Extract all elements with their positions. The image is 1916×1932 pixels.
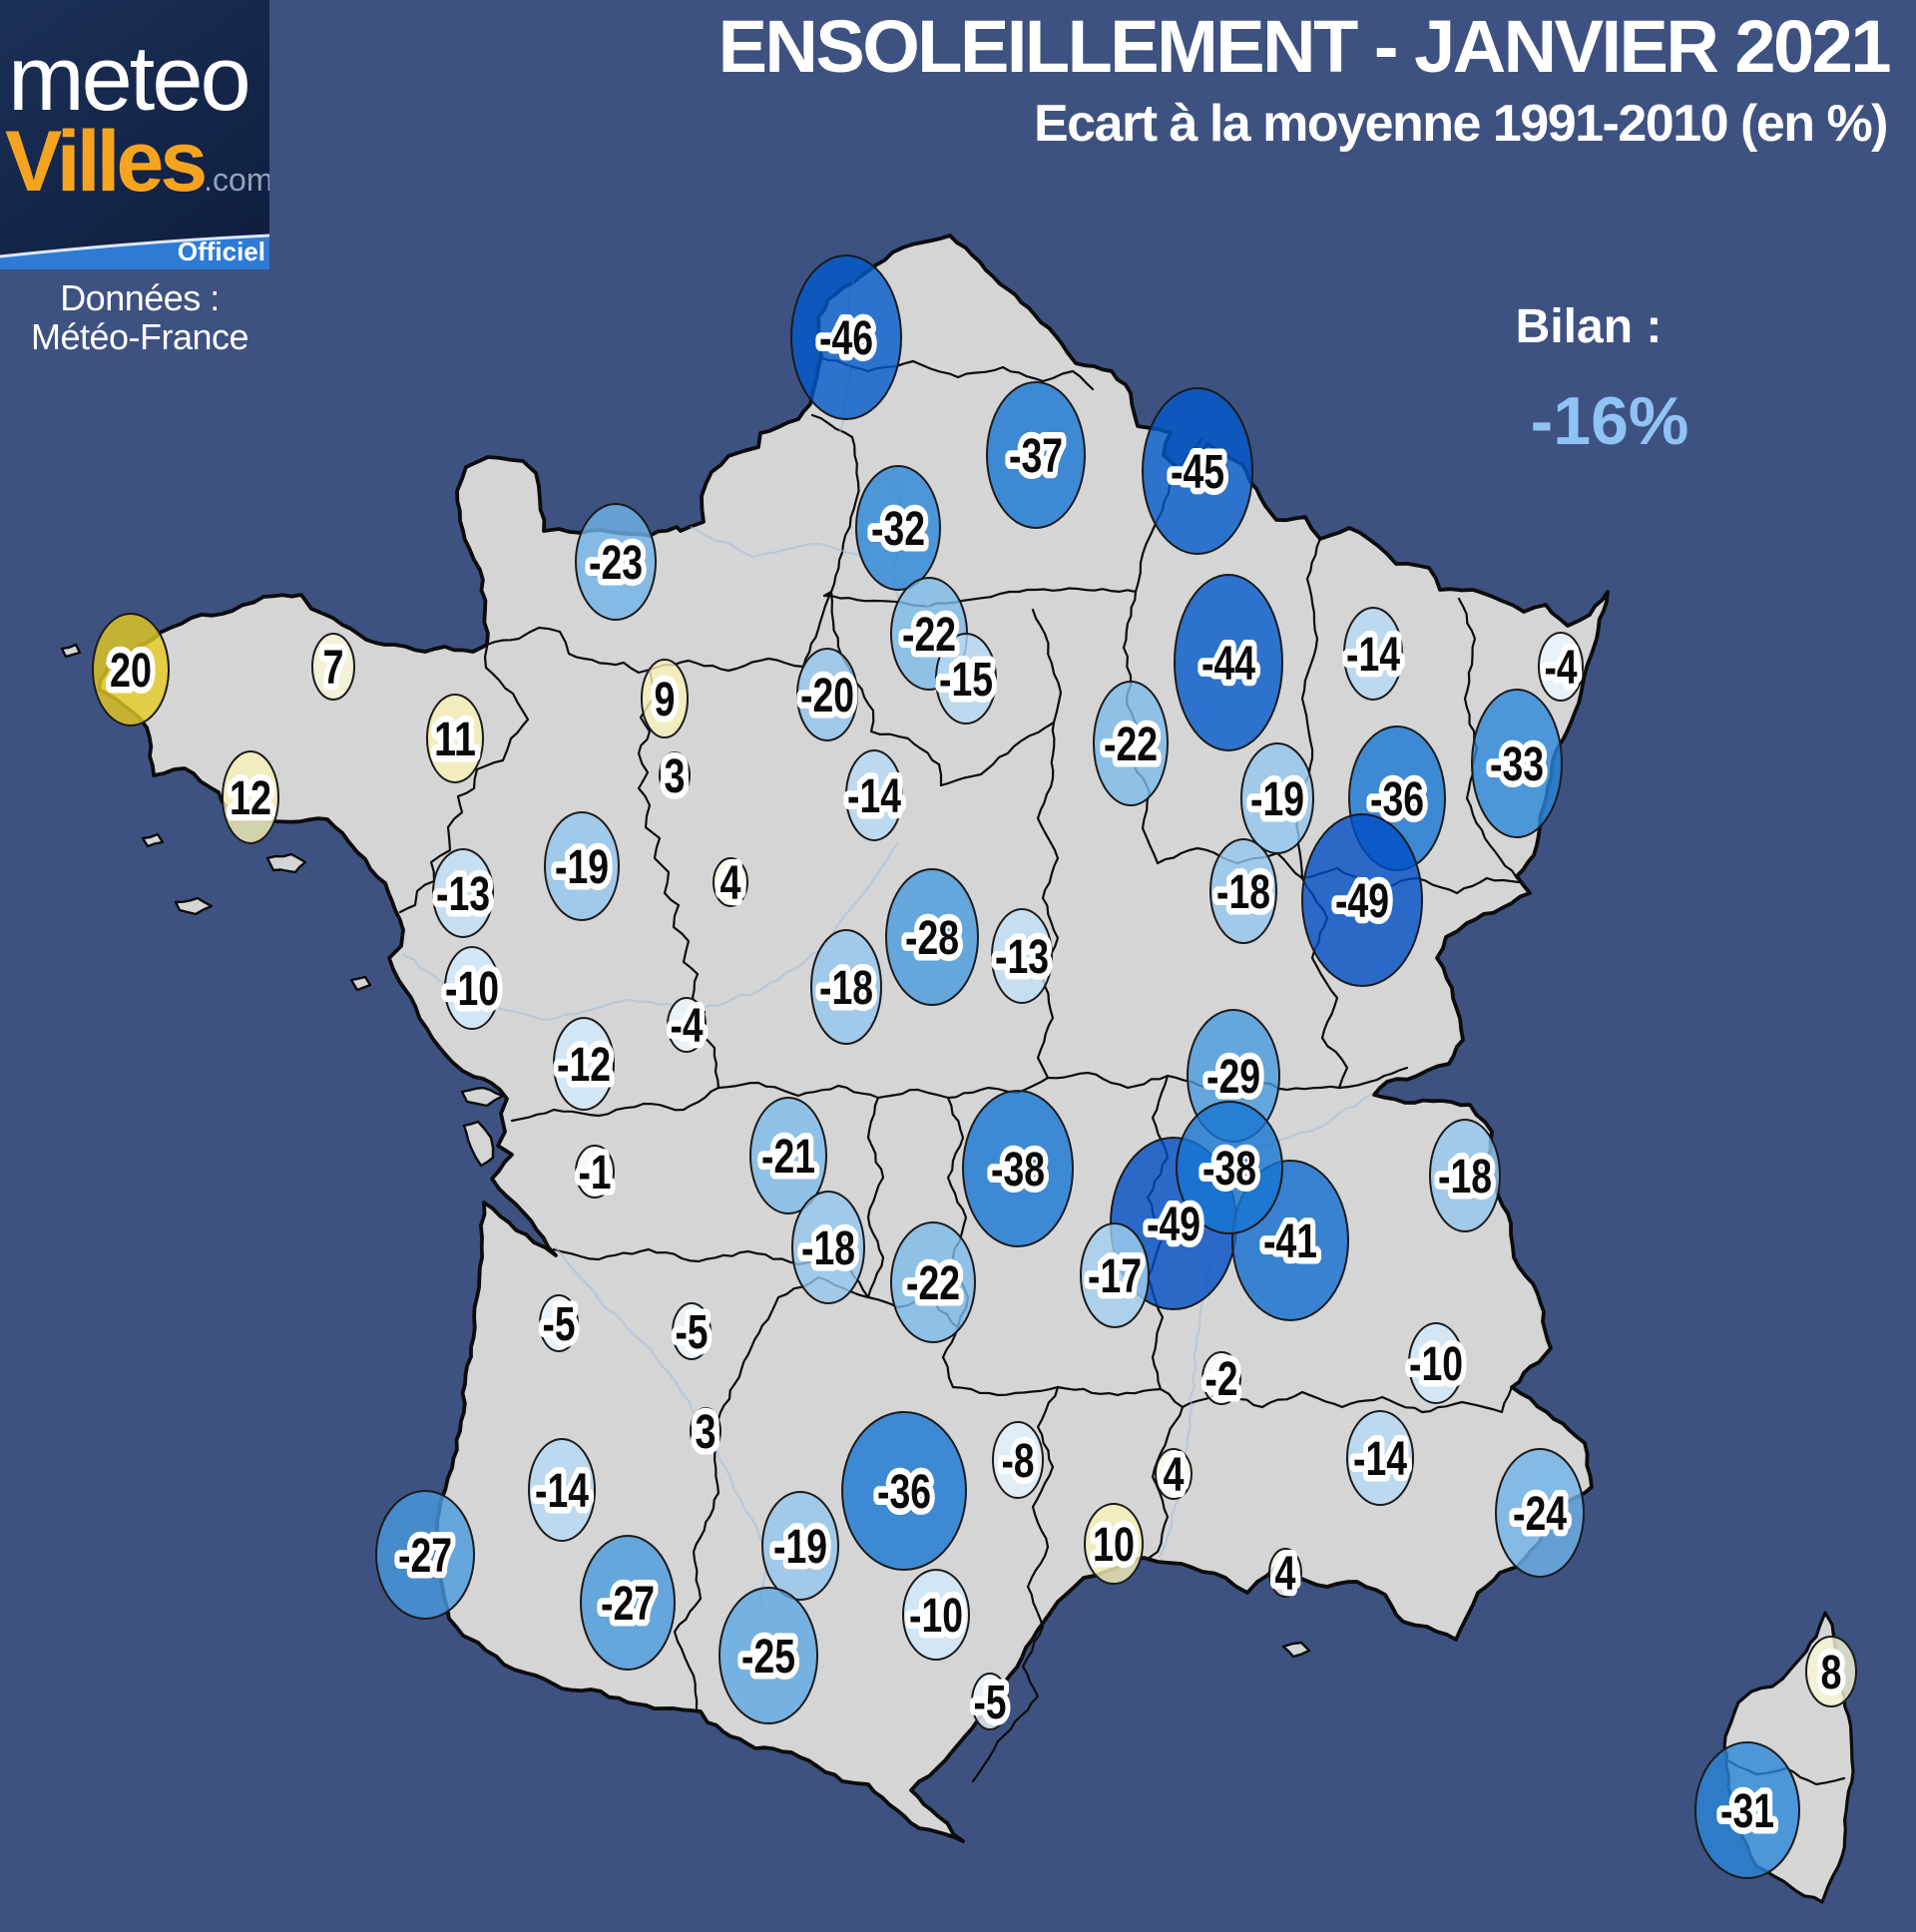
svg-text:-41: -41 xyxy=(1263,1215,1317,1268)
svg-text:-12: -12 xyxy=(557,1039,611,1092)
svg-text:-37: -37 xyxy=(1009,430,1063,483)
svg-text:-8: -8 xyxy=(1002,1435,1035,1488)
svg-text:-18: -18 xyxy=(801,1222,855,1275)
svg-text:-14: -14 xyxy=(535,1465,589,1518)
svg-text:-1: -1 xyxy=(579,1147,612,1200)
svg-text:3: 3 xyxy=(665,750,686,803)
svg-text:-49: -49 xyxy=(1147,1199,1200,1251)
svg-text:-28: -28 xyxy=(905,912,959,965)
svg-text:-4: -4 xyxy=(671,1000,704,1053)
svg-text:-19: -19 xyxy=(1250,773,1304,826)
svg-text:-19: -19 xyxy=(773,1521,827,1574)
svg-text:-20: -20 xyxy=(800,670,854,723)
svg-text:-44: -44 xyxy=(1201,638,1255,691)
svg-text:-10: -10 xyxy=(909,1590,963,1643)
svg-text:-38: -38 xyxy=(991,1144,1045,1197)
svg-text:-23: -23 xyxy=(589,537,643,590)
svg-text:-36: -36 xyxy=(1370,773,1424,826)
svg-text:-33: -33 xyxy=(1490,738,1544,791)
svg-text:-14: -14 xyxy=(1346,629,1400,682)
svg-text:-5: -5 xyxy=(543,1298,576,1351)
svg-text:-5: -5 xyxy=(974,1677,1007,1729)
svg-text:-13: -13 xyxy=(995,931,1049,984)
svg-text:-22: -22 xyxy=(1104,719,1158,771)
svg-text:-24: -24 xyxy=(1513,1488,1567,1541)
svg-text:-18: -18 xyxy=(1438,1151,1492,1204)
svg-text:-18: -18 xyxy=(819,962,873,1015)
svg-text:-2: -2 xyxy=(1205,1353,1238,1406)
svg-text:-15: -15 xyxy=(939,654,993,707)
svg-text:4: 4 xyxy=(720,857,741,910)
svg-text:-29: -29 xyxy=(1206,1051,1260,1104)
svg-text:-45: -45 xyxy=(1171,446,1224,499)
svg-text:-31: -31 xyxy=(1720,1785,1774,1838)
svg-text:-19: -19 xyxy=(555,841,609,894)
svg-text:-5: -5 xyxy=(676,1306,709,1359)
svg-text:-36: -36 xyxy=(877,1466,931,1519)
svg-text:-27: -27 xyxy=(601,1578,655,1631)
svg-text:-10: -10 xyxy=(445,963,499,1016)
svg-text:-46: -46 xyxy=(819,312,873,365)
svg-text:-32: -32 xyxy=(871,503,925,556)
svg-text:-27: -27 xyxy=(398,1530,452,1583)
svg-text:4: 4 xyxy=(1164,1449,1185,1502)
svg-text:11: 11 xyxy=(434,714,476,766)
svg-text:-22: -22 xyxy=(906,1257,960,1310)
svg-text:-13: -13 xyxy=(436,868,490,921)
svg-text:-14: -14 xyxy=(847,770,901,823)
svg-text:9: 9 xyxy=(655,674,676,726)
svg-text:-17: -17 xyxy=(1088,1250,1142,1303)
svg-text:20: 20 xyxy=(110,645,152,698)
svg-text:8: 8 xyxy=(1821,1647,1842,1699)
svg-text:-14: -14 xyxy=(1353,1433,1407,1486)
svg-text:-18: -18 xyxy=(1216,866,1270,919)
svg-text:-38: -38 xyxy=(1202,1143,1256,1196)
svg-text:-10: -10 xyxy=(1409,1338,1463,1391)
svg-text:4: 4 xyxy=(1275,1548,1296,1601)
svg-text:-22: -22 xyxy=(902,609,956,662)
svg-text:-49: -49 xyxy=(1335,875,1389,928)
svg-text:-21: -21 xyxy=(761,1131,815,1184)
svg-text:3: 3 xyxy=(696,1406,717,1459)
svg-text:-4: -4 xyxy=(1545,642,1578,695)
svg-text:-25: -25 xyxy=(741,1631,795,1684)
svg-text:12: 12 xyxy=(230,772,271,825)
svg-text:7: 7 xyxy=(323,642,344,695)
svg-text:10: 10 xyxy=(1093,1519,1135,1572)
